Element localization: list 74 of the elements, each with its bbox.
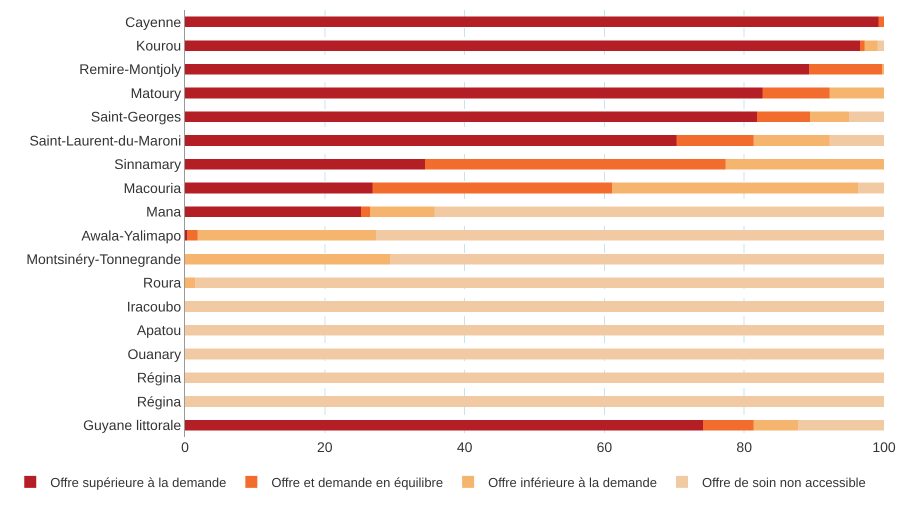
bar bbox=[376, 230, 884, 241]
bar bbox=[187, 230, 198, 241]
y-tick-label: Apatou bbox=[136, 322, 182, 338]
bar bbox=[864, 40, 878, 51]
bar bbox=[878, 16, 884, 28]
legend-label: Offre inférieure à la demande bbox=[488, 474, 657, 490]
bar bbox=[860, 40, 864, 51]
bar bbox=[185, 40, 860, 51]
bar bbox=[185, 254, 390, 264]
y-tick-label: Ouanary bbox=[127, 346, 182, 362]
bar bbox=[829, 135, 884, 146]
y-tick-label: Montsinéry-Tonnegrande bbox=[26, 250, 182, 267]
bar bbox=[424, 158, 726, 170]
y-tick-label: Régina bbox=[136, 370, 182, 386]
bar bbox=[372, 182, 612, 194]
y-tick-label: Guyane littorale bbox=[83, 417, 182, 434]
bar bbox=[185, 324, 884, 336]
bar bbox=[185, 396, 884, 407]
y-tick-label: Mana bbox=[146, 204, 182, 220]
bar bbox=[756, 111, 810, 122]
y-tick-label: Régina bbox=[136, 393, 182, 410]
bar bbox=[185, 420, 703, 430]
bar bbox=[185, 64, 810, 75]
bar bbox=[858, 182, 884, 194]
legend-label: Offre de soin non accessible bbox=[702, 474, 866, 490]
bar bbox=[185, 206, 362, 217]
bar bbox=[809, 64, 882, 75]
x-tick-label: 20 bbox=[317, 439, 333, 455]
bar bbox=[762, 88, 830, 98]
y-tick-label: Iracoubo bbox=[126, 298, 182, 314]
legend-label: Offre supérieure à la demande bbox=[50, 474, 226, 490]
bar bbox=[676, 135, 754, 146]
bar bbox=[185, 277, 195, 288]
bar bbox=[185, 158, 425, 170]
bar bbox=[185, 348, 884, 360]
bar bbox=[798, 420, 884, 430]
bar bbox=[849, 111, 884, 122]
bar bbox=[753, 420, 798, 430]
bar bbox=[185, 301, 884, 312]
bar bbox=[185, 111, 757, 122]
bar bbox=[185, 372, 884, 384]
bar bbox=[185, 88, 762, 98]
legend-label: Offre et demande en équilibre bbox=[271, 474, 444, 490]
bar bbox=[390, 254, 884, 264]
bar bbox=[194, 277, 884, 288]
bar bbox=[198, 230, 376, 241]
x-tick-label: 80 bbox=[736, 439, 752, 455]
x-tick-label: 60 bbox=[596, 439, 612, 455]
bar bbox=[702, 420, 754, 430]
bar bbox=[185, 182, 372, 194]
y-tick-label: Sinnamary bbox=[114, 156, 182, 172]
x-tick-label: 100 bbox=[872, 439, 896, 455]
bar bbox=[753, 135, 830, 146]
bar bbox=[370, 206, 435, 217]
y-tick-label: Saint-Georges bbox=[90, 108, 182, 125]
y-tick-label: Awala-Yalimapo bbox=[81, 227, 182, 244]
bar bbox=[434, 206, 884, 217]
x-tick-label: 40 bbox=[456, 439, 473, 455]
y-tick-label: Matoury bbox=[130, 84, 182, 101]
bar bbox=[361, 206, 370, 217]
y-tick-label: Kourou bbox=[136, 37, 182, 54]
y-tick-label: Cayenne bbox=[125, 14, 182, 30]
bar bbox=[612, 182, 858, 194]
y-tick-label: Saint-Laurent-du-Maroni bbox=[29, 132, 182, 148]
bar bbox=[829, 88, 884, 98]
x-tick-label: 0 bbox=[181, 439, 190, 455]
y-tick-label: Remire-Montjoly bbox=[79, 61, 182, 78]
bar bbox=[810, 111, 850, 122]
bar bbox=[185, 16, 878, 28]
bar bbox=[725, 158, 884, 170]
bar bbox=[878, 40, 884, 51]
y-tick-label: Macouria bbox=[124, 180, 182, 196]
y-tick-label: Roura bbox=[143, 274, 182, 291]
bar bbox=[185, 135, 676, 146]
